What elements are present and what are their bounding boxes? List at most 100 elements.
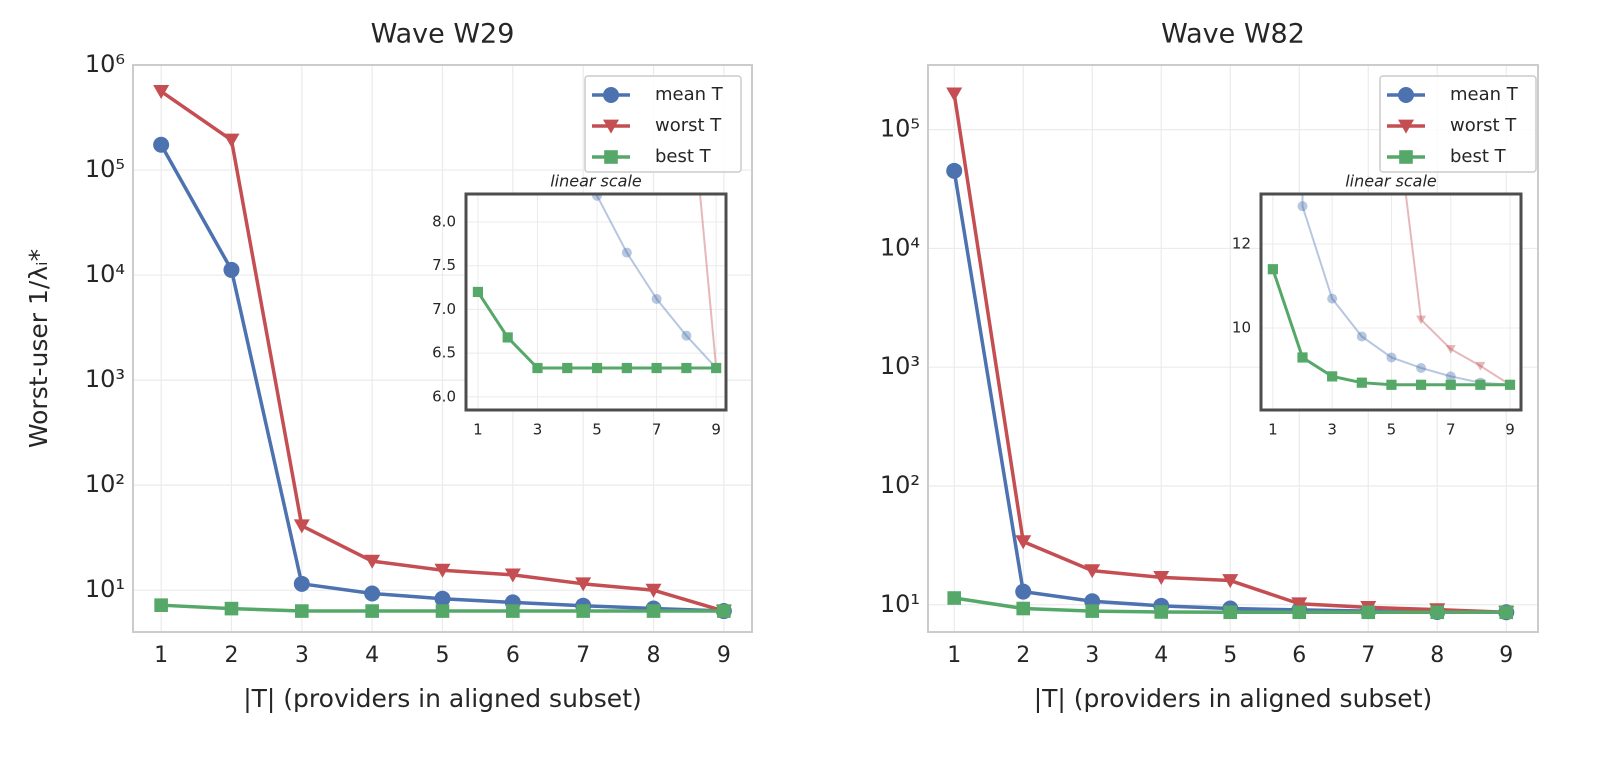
x-tick-label: 2 xyxy=(1016,643,1030,668)
inset-x-tick-label: 9 xyxy=(1505,421,1515,439)
data-point xyxy=(434,563,451,578)
inset-plot xyxy=(472,43,722,376)
inset-data-point xyxy=(591,362,603,374)
y-tick-label: 10⁴ xyxy=(85,260,125,288)
x-tick-label: 2 xyxy=(224,643,238,668)
data-point xyxy=(154,598,168,612)
data-point xyxy=(1430,605,1445,620)
data-point xyxy=(947,591,962,605)
legend-label: mean T xyxy=(1450,84,1519,105)
data-point xyxy=(946,162,963,179)
inset-x-tick-label: 3 xyxy=(533,421,543,439)
inset-title: linear scale xyxy=(550,172,642,191)
y-tick-label: 10³ xyxy=(880,352,920,380)
y-tick-label: 10² xyxy=(880,471,920,499)
data-point xyxy=(223,133,240,148)
data-point xyxy=(365,604,379,618)
inset-data-point xyxy=(1445,345,1456,354)
x-tick-label: 9 xyxy=(717,643,731,668)
data-point xyxy=(293,519,310,534)
inset-data-point xyxy=(651,362,662,374)
inset-x-tick-label: 5 xyxy=(1387,421,1397,439)
x-axis-label: |T| (providers in aligned subset) xyxy=(1034,684,1433,713)
inset-data-point xyxy=(651,293,662,304)
inset-frame xyxy=(464,192,728,412)
data-point xyxy=(645,583,662,598)
data-point xyxy=(435,604,450,618)
inset-data-point xyxy=(621,247,632,258)
inset-data-point xyxy=(502,332,513,343)
data-point xyxy=(717,604,731,618)
legend-box xyxy=(1379,75,1537,173)
y-tick-label: 10⁵ xyxy=(880,115,920,143)
x-tick-label: 4 xyxy=(1154,643,1168,668)
inset-y-tick-label: 8.0 xyxy=(432,212,456,230)
inset-data-point xyxy=(681,330,692,341)
inset-y-tick-label: 10 xyxy=(1232,319,1251,337)
inset-data-point xyxy=(592,194,603,201)
data-point xyxy=(434,590,451,607)
inset-plot xyxy=(1267,0,1516,390)
data-point xyxy=(1361,605,1376,620)
chart-title: Wave W82 xyxy=(1161,19,1305,50)
inset-background xyxy=(466,194,726,410)
plot-frame xyxy=(132,64,753,633)
data-point xyxy=(1291,597,1308,612)
data-point xyxy=(1499,605,1514,620)
inset-data-point xyxy=(1445,379,1456,390)
x-tick-label: 1 xyxy=(947,643,961,668)
inset-data-point xyxy=(711,362,722,374)
data-point xyxy=(364,554,381,569)
legend-marker xyxy=(1399,150,1413,164)
inset-data-point xyxy=(1445,371,1456,382)
data-point xyxy=(153,85,170,100)
y-tick-label: 10¹ xyxy=(85,575,125,603)
data-point xyxy=(1154,605,1169,619)
x-tick-label: 5 xyxy=(1223,643,1237,668)
inset-data-point xyxy=(472,286,484,298)
x-tick-label: 7 xyxy=(1361,643,1375,668)
y-tick-label: 10² xyxy=(85,470,125,498)
inset-data-point xyxy=(1357,30,1367,39)
inset-data-point xyxy=(1386,379,1397,390)
inset-data-point xyxy=(1356,377,1367,388)
legend-label: best T xyxy=(1450,146,1507,167)
inset-data-point xyxy=(1267,264,1278,275)
inset-x-tick-label: 3 xyxy=(1327,421,1337,439)
data-point xyxy=(293,575,310,592)
x-tick-label: 4 xyxy=(365,643,379,668)
data-point xyxy=(646,604,661,618)
inset-data-point xyxy=(1356,331,1367,342)
data-point xyxy=(1292,605,1307,620)
data-point xyxy=(1084,564,1101,579)
data-point xyxy=(1153,571,1170,586)
inset-data-point xyxy=(1475,361,1486,371)
inset-data-point xyxy=(1416,315,1427,325)
inset-data-point xyxy=(1327,371,1338,382)
inset-y-tick-label: 7.5 xyxy=(432,256,456,274)
plot-frame xyxy=(927,64,1539,633)
inset-y-tick-label: 12 xyxy=(1232,235,1251,253)
legend-marker xyxy=(1398,87,1414,103)
x-tick-label: 6 xyxy=(1292,643,1306,668)
data-point xyxy=(1223,605,1238,620)
x-tick-label: 9 xyxy=(1499,643,1513,668)
legend-box xyxy=(584,75,742,173)
inset-data-point xyxy=(1415,379,1427,390)
legend-label: worst T xyxy=(655,115,722,136)
inset-data-point xyxy=(621,362,632,374)
y-tick-label: 10⁴ xyxy=(880,233,920,261)
inset-x-tick-label: 1 xyxy=(473,421,483,439)
inset-frame xyxy=(1259,192,1523,412)
inset-data-point xyxy=(681,43,691,52)
inset-y-tick-label: 7.0 xyxy=(432,300,456,318)
y-tick-label: 10¹ xyxy=(880,590,920,618)
x-tick-label: 1 xyxy=(154,643,168,668)
inset-data-point xyxy=(1504,379,1516,390)
x-tick-label: 8 xyxy=(647,643,661,668)
y-tick-label: 10³ xyxy=(85,365,125,393)
inset-data-point xyxy=(532,362,543,374)
inset-data-point xyxy=(1297,201,1308,212)
x-tick-label: 5 xyxy=(436,643,450,668)
inset-data-point xyxy=(562,103,572,113)
